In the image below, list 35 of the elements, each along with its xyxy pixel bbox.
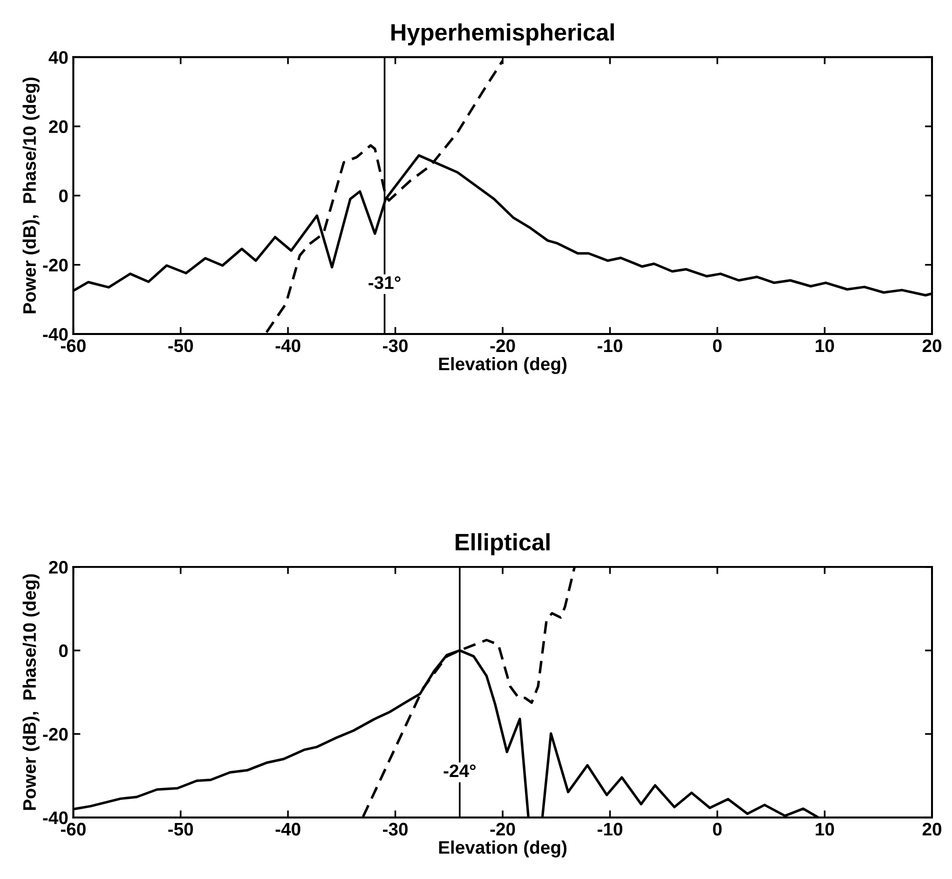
x-tick-label: 20: [922, 822, 942, 836]
x-tick-label: 0: [713, 822, 722, 836]
x-tick-label: 10: [816, 339, 834, 352]
x-tick-label: -10: [598, 822, 622, 836]
x-tick-label: -50: [168, 339, 193, 352]
x-axis-title: Elevation (deg): [439, 840, 566, 858]
ref-line-label: -31°: [368, 276, 400, 290]
y-tick-label: -40: [43, 811, 68, 824]
ref-line-label: -24°: [444, 764, 476, 778]
x-tick-label: -40: [276, 339, 300, 352]
y-axis-title: Power (dB), Phase/10 (deg): [22, 78, 40, 314]
y-tick-label: 0: [59, 644, 68, 658]
y-axis-title: Power (dB), Phase/10 (deg): [22, 574, 40, 810]
y-tick-label: -40: [43, 328, 68, 341]
y-tick-label: -20: [43, 728, 68, 741]
x-tick-label: -30: [382, 339, 408, 352]
x-tick-label: -40: [276, 822, 300, 836]
x-tick-label: -20: [490, 339, 515, 352]
x-tick-label: -60: [60, 339, 86, 352]
x-tick-label: 0: [713, 339, 722, 352]
x-tick-label: 20: [922, 339, 942, 352]
chart-title: Elliptical: [456, 533, 550, 556]
x-tick-label: -30: [382, 822, 408, 836]
y-tick-label: 0: [59, 190, 68, 202]
x-tick-label: -10: [598, 339, 622, 352]
y-tick-label: 40: [48, 51, 68, 64]
y-tick-label: 20: [48, 560, 68, 574]
x-tick-label: -60: [60, 822, 86, 836]
chart-title: Hyperhemispherical: [391, 23, 614, 46]
y-tick-label: 20: [48, 120, 68, 134]
x-tick-label: 10: [816, 822, 834, 836]
y-tick-label: -20: [43, 258, 68, 272]
x-axis-title: Elevation (deg): [439, 357, 566, 374]
x-tick-label: -20: [490, 822, 515, 836]
x-tick-label: -50: [168, 822, 193, 836]
